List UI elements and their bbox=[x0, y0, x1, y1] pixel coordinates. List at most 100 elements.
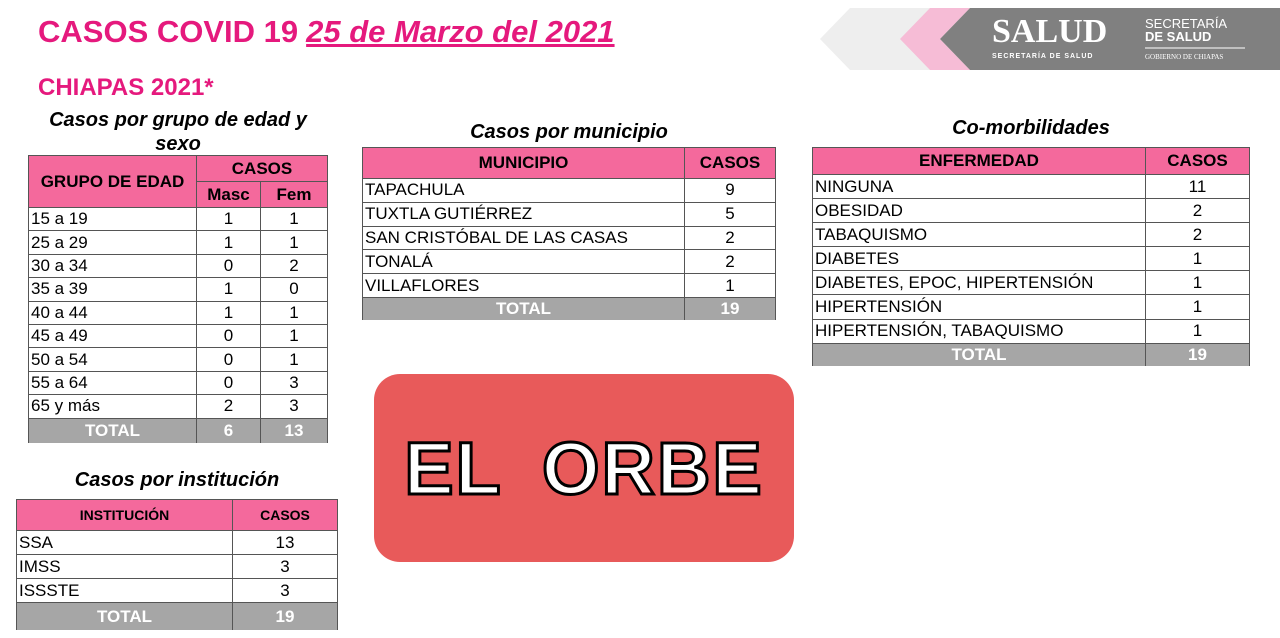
table-row: 35 a 39 1 0 bbox=[28, 277, 328, 302]
svg-text:SECRETARÍA: SECRETARÍA bbox=[1145, 16, 1227, 31]
table-row: TONALÁ 2 bbox=[362, 249, 776, 275]
table-row: TABAQUISMO 2 bbox=[812, 222, 1250, 248]
institution-table: INSTITUCIÓN CASOS SSA 13 IMSS 3 ISSSTE 3 TOTAL 1… bbox=[16, 499, 338, 631]
inst-table-caption: Casos por institución bbox=[74, 469, 280, 491]
cell-value: 1 bbox=[1145, 246, 1250, 272]
cell-value: 5 bbox=[684, 201, 776, 227]
cell-value: 3 bbox=[232, 578, 338, 603]
svg-text:SALUD: SALUD bbox=[992, 13, 1107, 50]
table-row: HIPERTENSIÓN, TABAQUISMO 1 bbox=[812, 318, 1250, 344]
cell-value: 3 bbox=[260, 394, 328, 419]
cell-label: 40 a 44 bbox=[28, 300, 197, 325]
total-value: 19 bbox=[684, 296, 776, 321]
total-value: 19 bbox=[1145, 342, 1250, 367]
table-row: ISSSTE 3 bbox=[16, 578, 338, 603]
col-header-municipality: MUNICIPIO bbox=[362, 147, 685, 179]
cell-label: HIPERTENSIÓN, TABAQUISMO bbox=[812, 318, 1146, 344]
cell-label: TABAQUISMO bbox=[812, 222, 1146, 248]
cell-value: 0 bbox=[196, 370, 261, 396]
cell-value: 1 bbox=[1145, 294, 1250, 320]
cell-value: 2 bbox=[196, 394, 261, 419]
cell-value: 1 bbox=[684, 273, 776, 298]
table-row: TUXTLA GUTIÉRREZ 5 bbox=[362, 201, 776, 227]
total-value: 19 bbox=[232, 602, 338, 631]
table-row: 25 a 29 1 1 bbox=[28, 230, 328, 255]
cell-label: 55 a 64 bbox=[28, 370, 197, 396]
cell-value: 1 bbox=[196, 206, 261, 232]
table-row: TAPACHULA 9 bbox=[362, 178, 776, 203]
cell-value: 1 bbox=[260, 323, 328, 349]
total-label: TOTAL bbox=[362, 296, 685, 321]
table-row: 50 a 54 0 1 bbox=[28, 347, 328, 372]
cell-label: 65 y más bbox=[28, 394, 197, 419]
total-row: TOTAL 19 bbox=[362, 296, 776, 321]
age-sex-table: GRUPO DE EDAD CASOS Masc Fem 15 a 19 1 1 25 a… bbox=[28, 155, 328, 444]
table-row: IMSS 3 bbox=[16, 554, 338, 579]
title-text: CASOS COVID 19 bbox=[38, 14, 299, 49]
col-header-masc: Masc bbox=[196, 181, 261, 208]
cell-value: 11 bbox=[1145, 173, 1250, 200]
municipality-table: MUNICIPIO CASOS TAPACHULA 9 TUXTLA GUTIÉRRE… bbox=[362, 147, 776, 321]
table-row: HIPERTENSIÓN 1 bbox=[812, 294, 1250, 320]
page-title: CASOS COVID 19 25 de Marzo del 2021 bbox=[38, 14, 615, 50]
total-value: 6 bbox=[196, 417, 261, 444]
cell-value: 0 bbox=[196, 347, 261, 372]
cell-value: 9 bbox=[684, 178, 776, 203]
cell-value: 1 bbox=[260, 347, 328, 372]
total-value: 13 bbox=[260, 417, 328, 444]
watermark-text: EL ORBE bbox=[403, 425, 764, 511]
cell-value: 0 bbox=[196, 323, 261, 349]
total-label: TOTAL bbox=[812, 342, 1146, 367]
cell-value: 1 bbox=[260, 206, 328, 232]
cell-value: 13 bbox=[232, 530, 338, 555]
svg-text:DE SALUD: DE SALUD bbox=[1145, 29, 1211, 44]
table-row: SSA 13 bbox=[16, 530, 338, 555]
table-row: VILLAFLORES 1 bbox=[362, 273, 776, 298]
table-row: OBESIDAD 2 bbox=[812, 198, 1250, 224]
col-header-cases: CASOS bbox=[684, 147, 776, 179]
cell-label: 45 a 49 bbox=[28, 323, 197, 349]
total-label: TOTAL bbox=[16, 602, 233, 631]
cell-value: 2 bbox=[684, 249, 776, 275]
cell-label: IMSS bbox=[16, 554, 233, 579]
cell-value: 1 bbox=[260, 300, 328, 325]
total-label: TOTAL bbox=[28, 417, 197, 444]
cell-value: 1 bbox=[260, 230, 328, 255]
table-row: NINGUNA 11 bbox=[812, 173, 1250, 200]
cell-value: 3 bbox=[232, 554, 338, 579]
page-subtitle: CHIAPAS 2021* bbox=[38, 74, 214, 101]
table-row: DIABETES 1 bbox=[812, 246, 1250, 272]
cell-value: 2 bbox=[260, 253, 328, 279]
cell-label: 25 a 29 bbox=[28, 230, 197, 255]
cell-value: 1 bbox=[1145, 270, 1250, 296]
table-row: 55 a 64 0 3 bbox=[28, 370, 328, 396]
comorbidities-table: ENFERMEDAD CASOS NINGUNA 11 OBESIDAD 2 TABAQU… bbox=[812, 147, 1250, 367]
age-table-caption: Casos por grupo de edad y sexo bbox=[49, 109, 307, 155]
cell-value: 2 bbox=[1145, 198, 1250, 224]
cell-label: 35 a 39 bbox=[28, 277, 197, 302]
cell-label: 30 a 34 bbox=[28, 253, 197, 279]
table-row: DIABETES, EPOC, HIPERTENSIÓN 1 bbox=[812, 270, 1250, 296]
cell-label: TONALÁ bbox=[362, 249, 685, 275]
svg-text:GOBIERNO DE CHIAPAS: GOBIERNO DE CHIAPAS bbox=[1145, 53, 1223, 61]
cell-label: ISSSTE bbox=[16, 578, 233, 603]
cell-value: 1 bbox=[1145, 318, 1250, 344]
cell-label: SAN CRISTÓBAL DE LAS CASAS bbox=[362, 225, 685, 251]
table-row: 65 y más 2 3 bbox=[28, 394, 328, 419]
cell-label: NINGUNA bbox=[812, 173, 1146, 200]
watermark-banner: EL ORBE bbox=[374, 374, 794, 562]
cell-value: 2 bbox=[1145, 222, 1250, 248]
cell-label: DIABETES, EPOC, HIPERTENSIÓN bbox=[812, 270, 1146, 296]
cell-value: 1 bbox=[196, 300, 261, 325]
col-header-cases: CASOS bbox=[232, 499, 338, 531]
table-row: 40 a 44 1 1 bbox=[28, 300, 328, 325]
cell-label: SSA bbox=[16, 530, 233, 555]
cell-label: HIPERTENSIÓN bbox=[812, 294, 1146, 320]
svg-text:SECRETARÍA DE SALUD: SECRETARÍA DE SALUD bbox=[992, 51, 1093, 60]
col-header-cases: CASOS bbox=[1145, 147, 1250, 175]
cell-value: 0 bbox=[260, 277, 328, 302]
total-row: TOTAL 6 13 bbox=[28, 417, 328, 444]
total-row: TOTAL 19 bbox=[812, 342, 1250, 367]
salud-logo: SALUD SECRETARÍA DE SALUD SECRETARÍA DE … bbox=[820, 8, 1280, 70]
cell-label: OBESIDAD bbox=[812, 198, 1146, 224]
